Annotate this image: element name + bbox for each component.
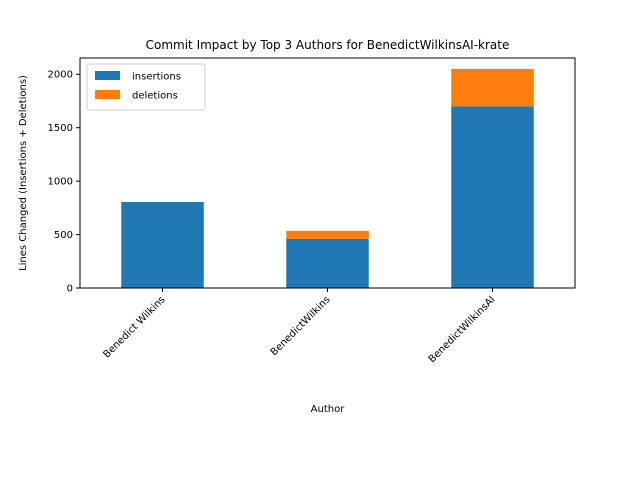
y-tick-label-2: 1000 — [48, 177, 73, 188]
y-axis: 0 500 1000 1500 2000 — [48, 70, 80, 295]
y-tick-label-0: 0 — [67, 284, 73, 295]
legend-label-deletions: deletions — [132, 91, 178, 102]
y-tick-label-4: 2000 — [48, 70, 73, 81]
x-axis-label: Author — [311, 404, 346, 415]
bar-insertions-1 — [286, 238, 369, 288]
legend: insertions deletions — [86, 63, 206, 111]
bars-layer — [121, 68, 534, 288]
x-tick-label-0: Benedict Wilkins — [101, 294, 167, 360]
y-tick-label-1: 500 — [54, 230, 73, 241]
x-axis: Benedict Wilkins BenedictWilkins BenedictW… — [101, 288, 498, 365]
legend-swatch-insertions — [95, 71, 120, 80]
legend-label-insertions: insertions — [132, 72, 181, 83]
legend-swatch-deletions — [95, 90, 120, 99]
chart-title: Commit Impact by Top 3 Authors for Bened… — [146, 38, 510, 52]
y-tick-label-3: 1500 — [48, 123, 73, 134]
y-axis-label: Lines Changed (Insertions + Deletions) — [18, 75, 29, 271]
bar-insertions-0 — [121, 201, 204, 288]
bar-insertions-2 — [451, 106, 534, 288]
x-tick-label-2: BenedictWilkinsAI — [427, 294, 498, 365]
bar-deletions-2 — [451, 68, 534, 107]
bar-deletions-1 — [286, 230, 369, 239]
x-tick-label-1: BenedictWilkins — [269, 294, 333, 358]
